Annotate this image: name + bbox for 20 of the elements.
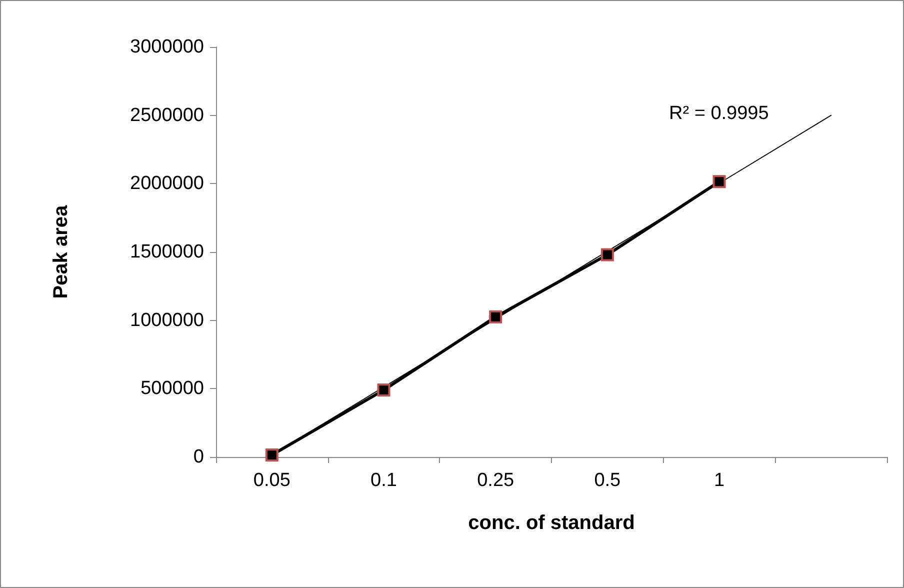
y-tick-label: 1000000 [130,310,204,331]
point [265,448,278,462]
point [600,248,614,262]
y-tick-label: 2000000 [130,173,204,194]
y-tick-label: 1500000 [130,242,204,262]
y-tick-label: 2500000 [130,104,204,126]
x-tick-label: 1 [714,470,725,491]
point [712,175,726,188]
y-tick-label: 3000000 [130,36,204,58]
annotation: R² = 0.9995 [669,103,769,124]
point [489,310,502,324]
x-tick-label: 0.25 [477,470,514,491]
y-tick-label: 0 [193,446,204,468]
x-tick-label: 0.1 [370,470,397,491]
y-tick-label: 500000 [140,378,204,400]
point [377,384,390,397]
x-axis-title: conc. of standard [468,512,635,534]
y-axis-title: Peak area [50,204,72,299]
x-tick-label: 0.05 [253,470,290,491]
x-tick-label: 0.5 [594,470,621,491]
